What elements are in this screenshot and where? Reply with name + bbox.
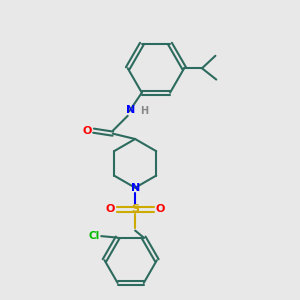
Text: O: O <box>155 204 165 214</box>
Text: Cl: Cl <box>88 231 99 241</box>
Text: N: N <box>130 183 140 193</box>
Text: S: S <box>131 204 139 214</box>
Text: O: O <box>106 204 115 214</box>
Text: H: H <box>140 106 148 116</box>
Text: O: O <box>83 126 92 136</box>
Text: N: N <box>126 105 135 115</box>
